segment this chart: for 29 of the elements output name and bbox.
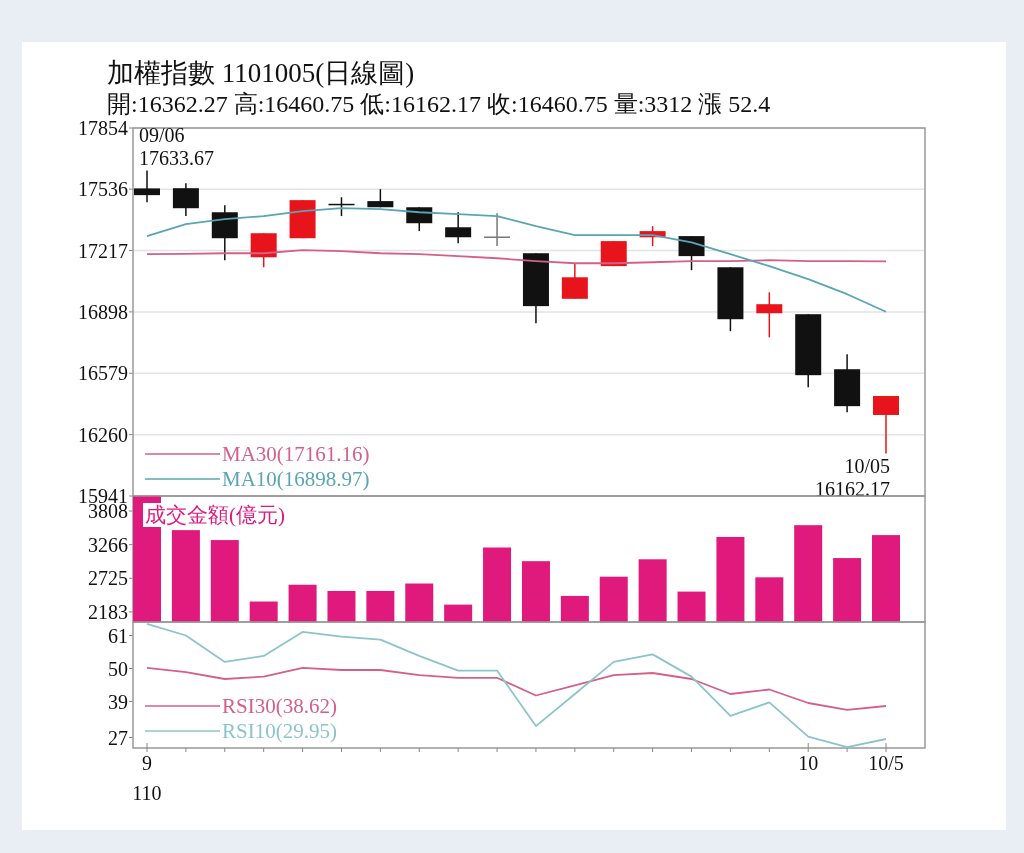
y-tick-label: 50 [108, 657, 128, 680]
x-tick-label: 10 [798, 752, 819, 774]
y-tick-label: 39 [108, 690, 128, 713]
y-tick-label: 61 [108, 624, 128, 647]
x-tick-label: 9 [142, 752, 152, 774]
y-tick-label: 2183 [88, 600, 128, 623]
annotation: 10/05 16162.17 [815, 455, 890, 501]
legend-label: MA10(16898.97) [222, 467, 370, 491]
y-tick-label: 16579 [78, 362, 128, 385]
line-series [146, 207, 887, 313]
y-tick-label: 27 [108, 726, 128, 749]
line-series [146, 249, 887, 265]
y-tick-label: 16260 [78, 423, 128, 446]
y-tick-label: 3266 [88, 533, 128, 556]
x-tick-label: 10/5 [868, 752, 904, 774]
y-tick-label: 2725 [88, 567, 128, 590]
y-tick-label: 17217 [78, 239, 128, 262]
legend-label: MA30(17161.16) [222, 442, 370, 466]
chart-title: 加權指數 1101005(日線圖) [107, 58, 415, 88]
legend-label: RSI10(29.95) [222, 719, 337, 743]
y-tick-label: 16898 [78, 300, 128, 323]
chart-subtitle: 開:16362.27 高:16460.75 低:16162.17 收:16460.75 量:3312 漲 52.4 [107, 91, 771, 117]
y-tick-label: 17536 [78, 178, 128, 201]
y-tick-label: 17854 [78, 117, 128, 139]
annotation: 09/06 17633.67 [139, 124, 214, 170]
line-series [146, 622, 887, 748]
legend-label: RSI30(38.62) [222, 694, 337, 718]
text: 110 [132, 782, 162, 804]
series-label: 成交金額(億元) [145, 503, 285, 527]
